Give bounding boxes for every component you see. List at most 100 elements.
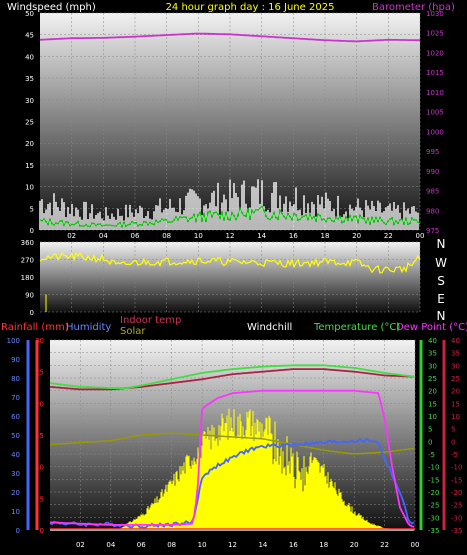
humidity-tick-label: 100 bbox=[7, 337, 20, 345]
temperature-hour-tick-label: 08 bbox=[167, 541, 176, 549]
dewpoint-tick-label: 25 bbox=[451, 375, 460, 383]
barometer-tick-label: 995 bbox=[426, 148, 439, 156]
barometer-tick-label: 1025 bbox=[426, 30, 444, 38]
temperature-hour-tick-label: 20 bbox=[350, 541, 359, 549]
legend-humidity: Humidity bbox=[66, 322, 111, 333]
wind-hour-tick-label: 22 bbox=[384, 232, 393, 240]
dewpoint-tick-label: 30 bbox=[451, 362, 460, 370]
barometer-tick-label: 990 bbox=[426, 168, 439, 176]
windspeed-axis-title: Windspeed (mph) bbox=[7, 2, 96, 13]
compass-north-bottom: N bbox=[437, 309, 446, 323]
wind-tick-label: 10 bbox=[25, 184, 34, 192]
barometer-tick-label: 1020 bbox=[426, 49, 444, 57]
temperature-hour-tick-label: 22 bbox=[380, 541, 389, 549]
humidity-tick-label: 10 bbox=[11, 508, 20, 516]
rainfall-tick-label: 20 bbox=[35, 400, 44, 408]
temperature-line bbox=[49, 364, 415, 389]
barometer-tick-label: 1005 bbox=[426, 109, 444, 117]
barometer-tick-label: 985 bbox=[426, 188, 439, 196]
wind-tick-label: 40 bbox=[25, 53, 34, 61]
wind-hour-tick-label: 20 bbox=[352, 232, 361, 240]
barometer-line bbox=[39, 32, 420, 43]
legend-dewpoint: Dew Point (°C) bbox=[396, 322, 467, 333]
humidity-tick-label: 60 bbox=[11, 413, 20, 421]
dewpoint-tick-label: -10 bbox=[451, 464, 462, 472]
temperature-tick-label: 25 bbox=[428, 375, 437, 383]
dewpoint-tick-label: -35 bbox=[451, 527, 462, 535]
humidity-tick-label: 40 bbox=[11, 451, 20, 459]
humidity-tick-label: 80 bbox=[11, 375, 20, 383]
humidity-tick-label: 50 bbox=[11, 432, 20, 440]
barometer-tick-label: 975 bbox=[426, 227, 439, 235]
wind-tick-label: 5 bbox=[30, 205, 34, 213]
legend-windchill: Windchill bbox=[247, 322, 292, 333]
temperature-tick-label: 40 bbox=[428, 337, 437, 345]
legend-indoor-temp: Indoor temp bbox=[120, 315, 181, 326]
barometer-tick-label: 1015 bbox=[426, 69, 444, 77]
direction-tick-label: 360 bbox=[21, 239, 34, 247]
wind-hour-tick-label: 18 bbox=[321, 232, 330, 240]
wind-tick-label: 15 bbox=[25, 162, 34, 170]
temperature-tick-label: 30 bbox=[428, 362, 437, 370]
temperature-tick-label: -5 bbox=[428, 451, 435, 459]
barometer-tick-label: 980 bbox=[426, 207, 439, 215]
dewpoint-line bbox=[49, 389, 415, 528]
temperature-tick-label: -20 bbox=[428, 489, 439, 497]
indoor-temp-line bbox=[49, 368, 415, 391]
temperature-tick-label: 20 bbox=[428, 388, 437, 396]
temperature-tick-label: -30 bbox=[428, 514, 439, 522]
wind-tick-label: 50 bbox=[25, 10, 34, 18]
temperature-tick-label: -35 bbox=[428, 527, 439, 535]
compass-south: S bbox=[437, 274, 445, 288]
direction-tick-label: 90 bbox=[25, 292, 34, 300]
wind-tick-label: 20 bbox=[25, 140, 34, 148]
rainfall-tick-label: 5 bbox=[40, 495, 44, 503]
barometer-tick-label: 1030 bbox=[426, 10, 444, 18]
legend-solar: Solar bbox=[120, 326, 146, 337]
compass-east: E bbox=[437, 292, 445, 306]
temperature-tick-label: -10 bbox=[428, 464, 439, 472]
wind-hour-tick-label: 08 bbox=[162, 232, 171, 240]
temperature-tick-label: 0 bbox=[428, 438, 432, 446]
wind-tick-label: 35 bbox=[25, 75, 34, 83]
legend-temperature: Temperature (°C) bbox=[313, 322, 400, 333]
wind-hour-tick-label: 14 bbox=[257, 232, 266, 240]
wind-tick-label: 45 bbox=[25, 32, 34, 40]
humidity-tick-label: 20 bbox=[11, 489, 20, 497]
temperature-tick-label: 35 bbox=[428, 350, 437, 358]
humidity-line bbox=[49, 437, 415, 529]
temperature-tick-label: 5 bbox=[428, 426, 432, 434]
humidity-tick-label: 70 bbox=[11, 394, 20, 402]
dewpoint-tick-label: -5 bbox=[451, 451, 458, 459]
temperature-hour-tick-label: 06 bbox=[137, 541, 146, 549]
wind-tick-label: 25 bbox=[25, 119, 34, 127]
graph-title: 24 hour graph day : 16 June 2025 bbox=[166, 2, 335, 13]
dewpoint-tick-label: 40 bbox=[451, 337, 460, 345]
wind-average-line bbox=[39, 205, 421, 228]
temperature-hour-tick-label: 12 bbox=[228, 541, 237, 549]
dewpoint-tick-label: -25 bbox=[451, 502, 462, 510]
temperature-tick-label: -25 bbox=[428, 502, 439, 510]
wind-hour-tick-label: 12 bbox=[226, 232, 235, 240]
temperature-hour-tick-label: 14 bbox=[258, 541, 267, 549]
humidity-tick-label: 90 bbox=[11, 356, 20, 364]
temperature-hour-tick-label: 00 bbox=[411, 541, 420, 549]
wind-hour-tick-label: 04 bbox=[99, 232, 108, 240]
wind-hour-tick-label: 00 bbox=[416, 232, 425, 240]
dewpoint-tick-label: 15 bbox=[451, 400, 460, 408]
humidity-tick-label: 0 bbox=[16, 527, 20, 535]
temperature-hour-tick-label: 02 bbox=[76, 541, 85, 549]
rainfall-tick-label: 25 bbox=[35, 369, 44, 377]
dewpoint-tick-label: -20 bbox=[451, 489, 462, 497]
legend-rainfall: Rainfall (mm) bbox=[1, 322, 69, 333]
dewpoint-tick-label: 35 bbox=[451, 350, 460, 358]
direction-tick-label: 0 bbox=[30, 309, 34, 317]
wind-panel-data bbox=[39, 32, 421, 230]
barometer-tick-label: 1010 bbox=[426, 89, 444, 97]
temperature-hour-tick-label: 18 bbox=[319, 541, 328, 549]
dewpoint-tick-label: 20 bbox=[451, 388, 460, 396]
dewpoint-tick-label: -30 bbox=[451, 514, 462, 522]
dewpoint-tick-label: 10 bbox=[451, 413, 460, 421]
